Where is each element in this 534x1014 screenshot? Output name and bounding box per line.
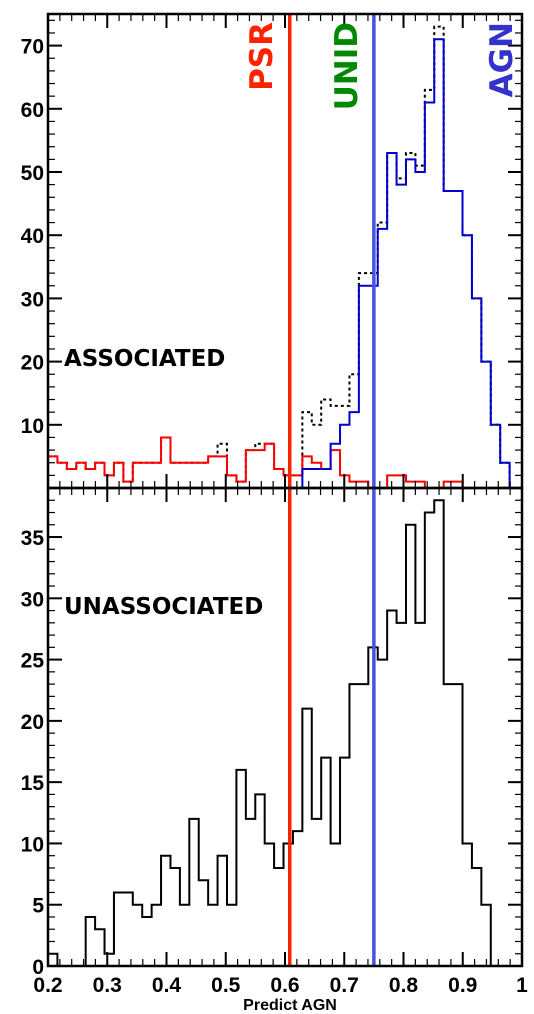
x-tick-label: 0.7 <box>330 974 359 997</box>
frames <box>46 12 524 968</box>
top-panel: 10 20 30 40 50 60 70 ASSOCIATED <box>21 14 523 489</box>
x-tick-label: 0.4 <box>152 974 182 997</box>
top-ytick-label: 40 <box>21 225 44 248</box>
class-label-unid: UNID <box>329 22 365 110</box>
top-panel-label: ASSOCIATED <box>64 346 225 372</box>
bottom-panel-label: UNASSOCIATED <box>64 594 263 620</box>
bottom-ytick-label: 20 <box>21 711 44 734</box>
x-axis-title: Predict AGN <box>243 997 337 1014</box>
top-ytick-label: 50 <box>21 162 44 185</box>
top-series-1 <box>48 436 520 489</box>
bottom-frame <box>46 486 524 968</box>
x-tick-label: 0.2 <box>33 974 62 997</box>
top-ytick-label: 30 <box>21 288 44 311</box>
vertical-lines <box>287 14 376 966</box>
top-series-2 <box>48 38 520 489</box>
bottom-ytick-label: 30 <box>21 588 44 611</box>
top-series-0 <box>48 25 520 489</box>
bottom-ytick-label: 10 <box>21 833 44 856</box>
top-ytick-label: 10 <box>21 415 44 438</box>
top-frame <box>46 12 524 490</box>
class-label-agn: AGN <box>484 22 520 97</box>
bottom-series-0 <box>48 499 520 967</box>
labels: 0.2 0.3 0.4 0.5 0.6 0.7 0.8 0.9 1 Predict AGN PSR U… <box>33 22 528 1014</box>
x-tick-label: 0.6 <box>270 974 299 997</box>
x-tick-label: 0.3 <box>93 974 122 997</box>
top-ytick-label: 70 <box>21 36 44 59</box>
bottom-ytick-label: 25 <box>21 650 45 673</box>
bottom-ytick-label: 35 <box>21 527 45 550</box>
x-tick-label: 0.8 <box>389 974 419 997</box>
bottom-ytick-label: 15 <box>21 772 45 795</box>
top-ytick-label: 20 <box>21 352 44 375</box>
bottom-ytick-label: 5 <box>32 895 44 918</box>
class-label-psr: PSR <box>244 22 280 91</box>
x-tick-label: 1 <box>516 974 528 997</box>
bottom-ytick-label: 0 <box>32 956 44 979</box>
top-ytick-label: 60 <box>21 99 44 122</box>
x-tick-label: 0.5 <box>211 974 241 997</box>
bottom-panel: 0 5 10 15 20 25 30 35 UNASSOCIATED <box>21 487 523 979</box>
x-tick-label: 0.9 <box>448 974 477 997</box>
